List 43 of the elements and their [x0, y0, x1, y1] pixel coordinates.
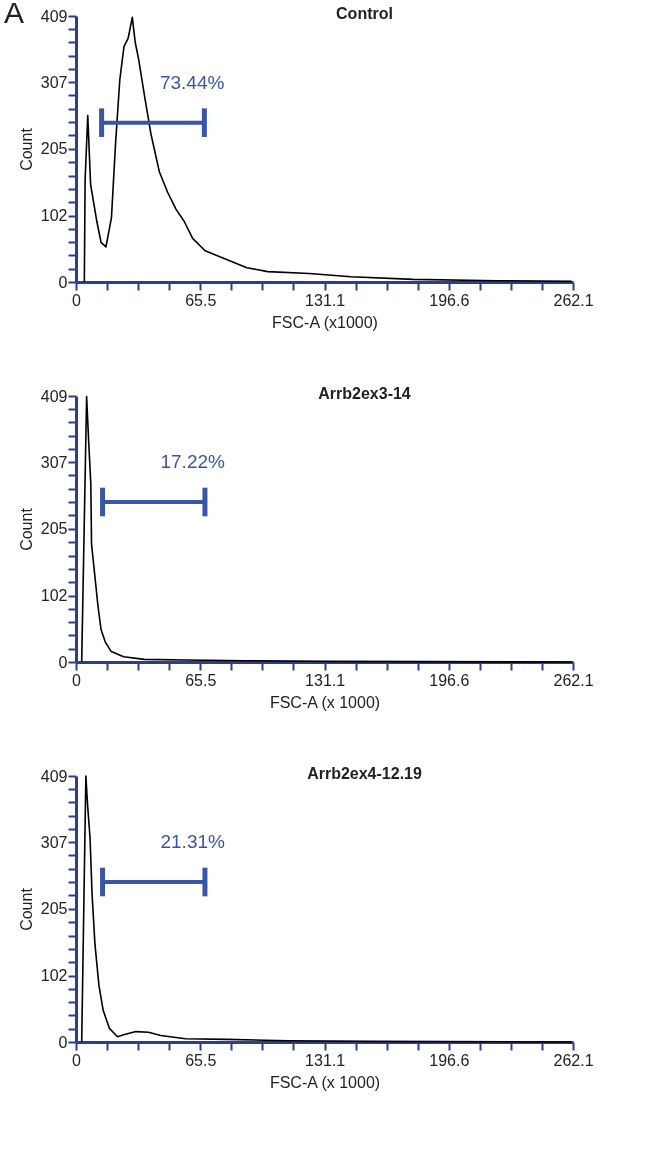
- series-label: 73.44%: [159, 71, 225, 93]
- y-tick-label: 307: [40, 73, 68, 91]
- x-tick-label: 131.1: [305, 1051, 346, 1069]
- x-axis-title: FSC-A (x 1000): [269, 1073, 381, 1091]
- x-tick-label: 0: [72, 1051, 82, 1069]
- x-tick-label: 0: [72, 671, 82, 689]
- y-tick-label: 409: [40, 767, 68, 785]
- y-tick-label: 409: [40, 7, 68, 25]
- y-tick-label: 205: [40, 900, 68, 918]
- y-tick-label: 0: [58, 273, 68, 291]
- y-axis-title: Count: [17, 127, 35, 171]
- x-tick-label: 262.1: [553, 291, 594, 309]
- y-tick-label: 409: [40, 387, 68, 405]
- x-axis-title: FSC-A (x 1000): [269, 693, 381, 711]
- y-axis-title: Count: [17, 507, 35, 551]
- x-tick-label: 65.5: [185, 1051, 217, 1069]
- x-tick-label: 262.1: [553, 671, 594, 689]
- y-tick-label: 307: [40, 453, 68, 471]
- x-tick-label: 65.5: [185, 291, 217, 309]
- x-tick-label: 262.1: [553, 1051, 594, 1069]
- y-tick-label: 205: [40, 140, 68, 158]
- x-axis-title: FSC-A (x1000): [272, 313, 378, 331]
- x-tick-label: 131.1: [305, 291, 346, 309]
- y-axis-title: Count: [17, 887, 35, 931]
- x-tick-label: 0: [72, 291, 82, 309]
- y-tick-label: 102: [40, 207, 68, 225]
- chart-title: Control: [336, 5, 393, 22]
- x-tick-label: 196.6: [429, 291, 470, 309]
- series-label: 17.22%: [160, 451, 226, 473]
- chart-title: Arrb2ex3-14: [318, 385, 411, 402]
- x-tick-label: 196.6: [429, 671, 470, 689]
- y-tick-label: 205: [40, 520, 68, 538]
- y-tick-label: 0: [58, 653, 68, 671]
- x-tick-label: 131.1: [305, 671, 346, 689]
- text: A: [4, 0, 25, 30]
- x-tick-label: 196.6: [429, 1051, 470, 1069]
- y-tick-label: 0: [58, 1033, 68, 1051]
- y-tick-label: 102: [40, 967, 68, 985]
- chart-title: Arrb2ex4-12.19: [307, 765, 422, 782]
- y-tick-label: 307: [40, 833, 68, 851]
- x-tick-label: 65.5: [185, 671, 217, 689]
- y-tick-label: 102: [40, 587, 68, 605]
- series-label: 21.31%: [160, 831, 226, 853]
